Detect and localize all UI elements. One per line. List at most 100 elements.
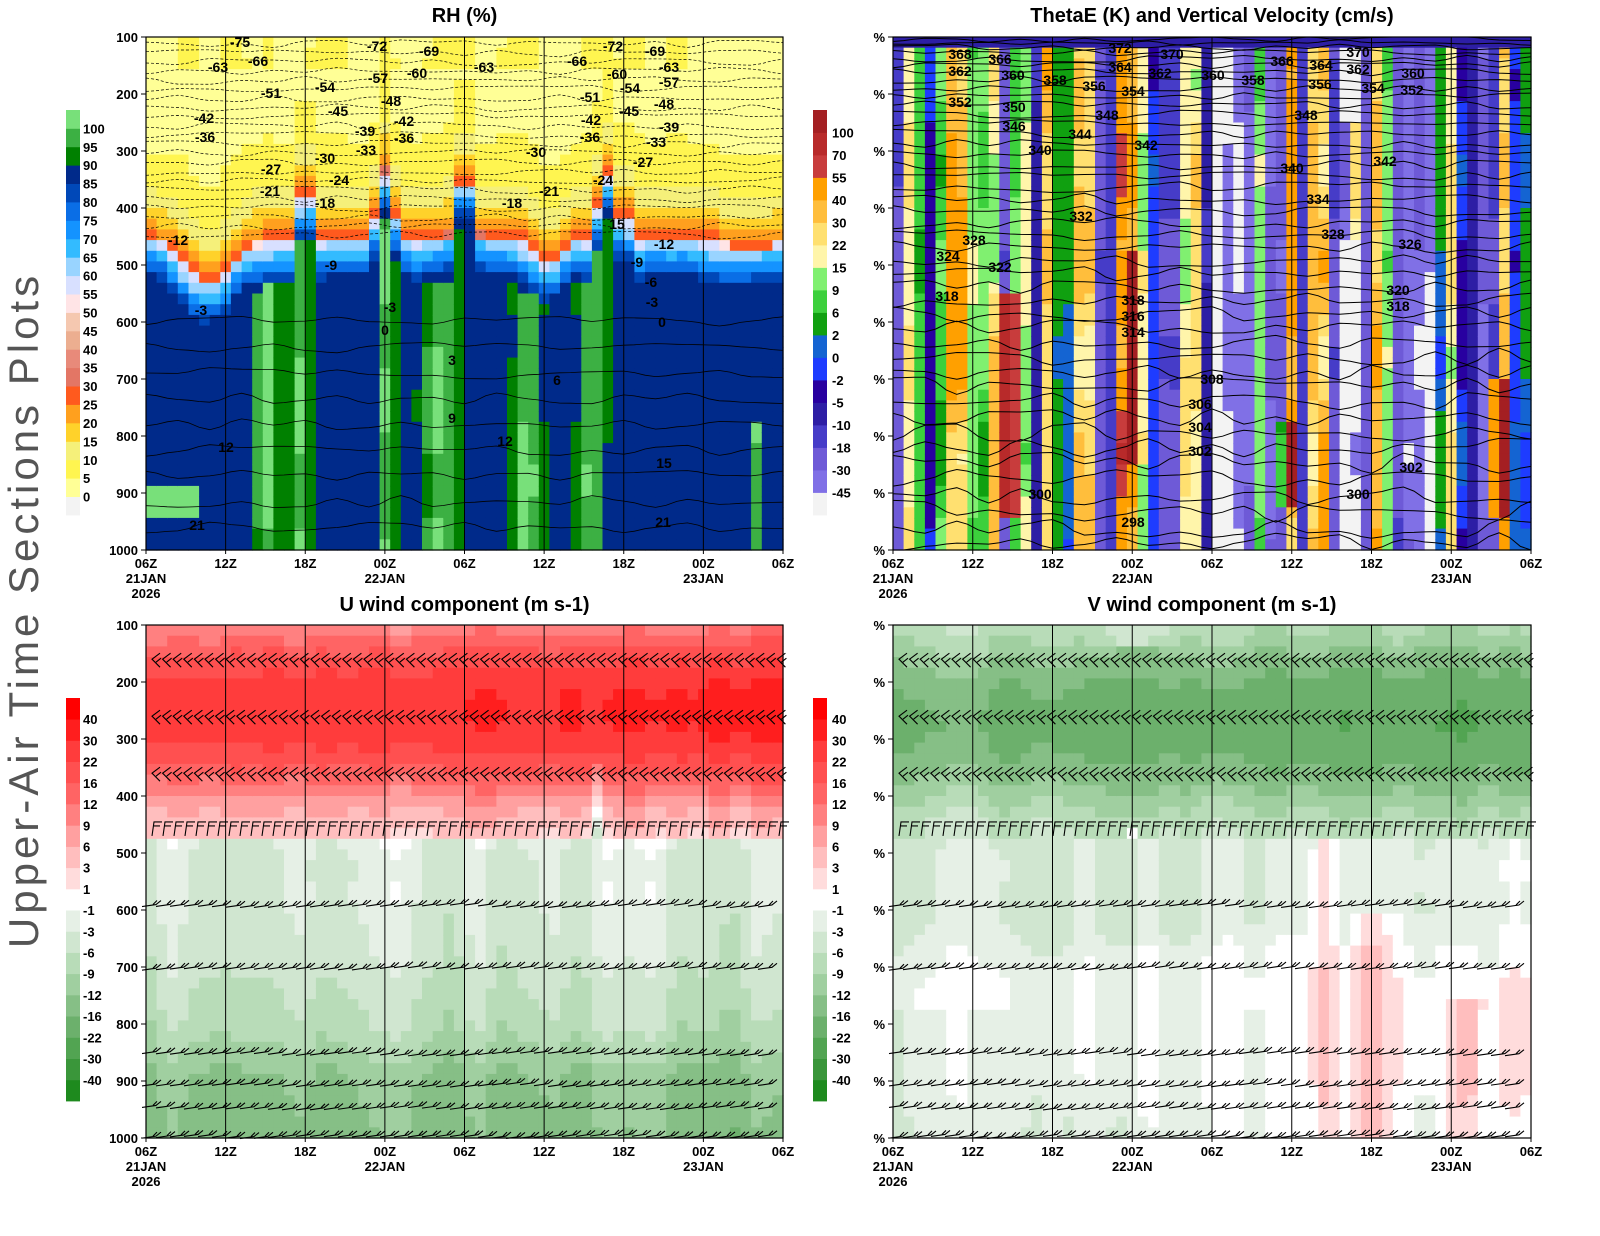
field-cell	[772, 175, 784, 188]
field-cell	[1041, 432, 1054, 444]
field-cell	[1052, 400, 1064, 412]
field-cell	[687, 379, 699, 391]
field-cell	[262, 475, 274, 487]
field-cell	[1297, 111, 1309, 124]
field-cell	[1073, 133, 1085, 145]
field-cell	[1031, 304, 1043, 316]
field-cell	[978, 69, 990, 81]
field-cell	[946, 496, 958, 508]
field-cell	[188, 400, 200, 412]
field-cell	[390, 346, 402, 359]
field-cell	[645, 122, 657, 134]
field-cell	[613, 400, 625, 412]
field-cell	[740, 37, 752, 49]
field-cell	[1020, 304, 1032, 316]
field-cell	[1254, 357, 1266, 369]
field-cell	[935, 496, 947, 508]
field-cell	[560, 58, 572, 70]
field-cell	[262, 443, 274, 455]
field-cell	[1084, 411, 1096, 423]
field-cell	[1180, 47, 1192, 59]
field-cell	[241, 58, 253, 70]
field-cell	[1307, 101, 1319, 113]
field-cell	[1116, 475, 1128, 487]
field-cell	[613, 154, 625, 166]
field-cell	[305, 282, 317, 295]
field-cell	[893, 186, 905, 198]
field-cell	[326, 421, 338, 434]
field-cell	[1105, 453, 1117, 466]
field-cell	[1084, 336, 1096, 348]
field-cell	[464, 421, 476, 434]
field-cell	[230, 400, 243, 412]
field-cell	[400, 208, 412, 220]
field-cell	[188, 272, 200, 284]
field-cell	[1275, 79, 1287, 92]
field-cell	[1010, 282, 1022, 295]
field-cell	[655, 293, 667, 305]
field-cell	[1095, 304, 1107, 316]
field-cell	[485, 346, 497, 359]
field-cell	[199, 421, 211, 434]
field-cell	[453, 175, 466, 188]
field-cell	[914, 197, 926, 209]
field-cell	[761, 37, 773, 49]
field-cell	[1212, 475, 1224, 487]
field-cell	[676, 496, 688, 508]
field-cell	[1073, 443, 1085, 455]
field-cell	[305, 122, 317, 134]
field-cell	[1052, 453, 1064, 466]
field-cell	[1041, 507, 1054, 519]
field-cell	[400, 464, 412, 476]
field-cell	[209, 154, 221, 166]
field-cell	[358, 165, 370, 177]
field-cell	[167, 69, 179, 81]
field-cell	[1158, 443, 1170, 455]
field-cell	[199, 69, 211, 81]
field-cell	[315, 443, 328, 455]
field-cell	[167, 411, 179, 423]
field-cell	[273, 69, 285, 81]
field-cell	[1041, 165, 1054, 177]
field-cell	[146, 528, 158, 540]
field-cell	[453, 507, 466, 519]
field-cell	[305, 453, 317, 466]
field-cell	[761, 101, 773, 113]
field-cell	[903, 485, 915, 498]
field-cell	[1095, 336, 1107, 348]
field-cell	[1116, 432, 1128, 444]
field-cell	[241, 314, 253, 327]
field-cell	[199, 208, 211, 220]
field-cell	[1201, 336, 1213, 348]
field-cell	[1084, 58, 1096, 70]
field-cell	[1137, 79, 1149, 92]
field-cell	[326, 218, 338, 230]
field-cell	[560, 443, 572, 455]
field-cell	[666, 47, 678, 59]
field-cell	[1116, 208, 1128, 220]
field-cell	[411, 218, 423, 230]
field-cell	[507, 101, 519, 113]
field-cell	[1041, 197, 1054, 209]
field-cell	[464, 111, 476, 124]
field-cell	[369, 122, 381, 134]
field-cell	[1243, 208, 1256, 220]
field-cell	[687, 250, 699, 263]
field-cell	[1095, 154, 1107, 166]
field-cell	[146, 304, 158, 316]
field-cell	[978, 314, 990, 327]
field-cell	[570, 272, 582, 284]
field-cell	[422, 58, 434, 70]
field-cell	[1169, 539, 1181, 551]
field-cell	[1318, 90, 1330, 102]
field-cell	[337, 379, 349, 391]
field-cell	[475, 186, 487, 198]
field-cell	[924, 261, 937, 273]
colorbar-label: 35	[83, 361, 97, 376]
field-cell	[903, 464, 915, 476]
field-cell	[761, 133, 773, 145]
field-cell	[623, 111, 635, 124]
field-cell	[903, 133, 915, 145]
field-cell	[560, 229, 572, 241]
field-cell	[422, 421, 434, 434]
